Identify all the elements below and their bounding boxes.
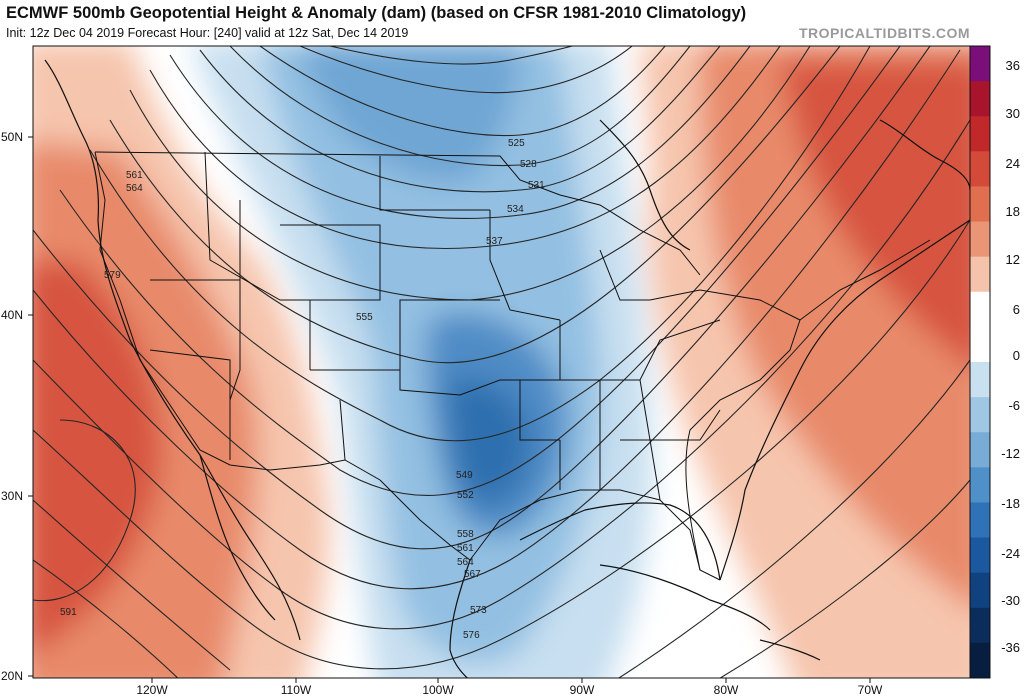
lat-label: 20N	[1, 669, 23, 683]
contour-label: 591	[60, 607, 77, 618]
contour-label: 576	[463, 630, 480, 641]
map-title: ECMWF 500mb Geopotential Height & Anomal…	[6, 4, 747, 22]
political-borders	[94, 151, 931, 581]
lat-label: 30N	[1, 489, 23, 503]
colorbar-label: 0	[1013, 348, 1020, 363]
colorbar-swatch	[970, 256, 990, 293]
colorbar-swatch	[970, 186, 990, 223]
contour-label: 561	[126, 170, 143, 181]
lon-label: 110W	[281, 683, 312, 696]
colorbar-label: 36	[1006, 58, 1020, 73]
colorbar-label: 12	[1006, 252, 1020, 267]
contour-label: 561	[457, 543, 474, 554]
colorbar-swatch	[970, 221, 990, 258]
colorbar-swatch	[970, 397, 990, 433]
colorbar-label: -12	[1001, 446, 1020, 461]
colorbar-label: 6	[1013, 302, 1020, 317]
contour-label: 564	[126, 183, 143, 194]
colorbar-label: -18	[1001, 496, 1020, 511]
contour-label: 537	[486, 236, 503, 247]
colorbar-label: 18	[1006, 204, 1020, 219]
colorbar-label: -36	[1001, 640, 1020, 655]
colorbar-swatch	[970, 537, 990, 574]
contour-label: 573	[470, 605, 487, 616]
colorbar: 36 30 24 18 12 6 0 -6 -12 -18 -24 -30 -36	[969, 45, 1020, 679]
colorbar-swatch	[970, 502, 990, 539]
lon-label: 100W	[422, 683, 454, 696]
contour-label: 558	[457, 529, 474, 540]
contour-label: 555	[356, 312, 373, 323]
contour-label: 531	[528, 180, 545, 191]
colorbar-swatch	[970, 467, 990, 503]
contour-label: 528	[520, 159, 537, 170]
lon-label: 70W	[858, 683, 883, 696]
colorbar-swatch	[970, 432, 990, 468]
contour-label: 549	[456, 470, 473, 481]
map-subtitle: Init: 12z Dec 04 2019 Forecast Hour: [24…	[6, 26, 409, 40]
contour-label: 579	[104, 270, 121, 281]
colorbar-label: 30	[1006, 106, 1020, 121]
contour-label: 567	[464, 569, 481, 580]
colorbar-label: -30	[1001, 593, 1020, 608]
colorbar-swatch	[970, 362, 990, 398]
contour-label: 552	[457, 490, 474, 501]
contour-label: 534	[507, 204, 524, 215]
longitude-axis: 120W 110W 100W 90W 80W 70W	[136, 678, 883, 696]
colorbar-label: 24	[1006, 156, 1020, 171]
lon-label: 120W	[136, 683, 168, 696]
lon-label: 80W	[714, 683, 739, 696]
coastlines	[44, 59, 970, 678]
latitude-axis: 50N 40N 30N 20N	[1, 130, 33, 683]
contour-label: 564	[457, 557, 474, 568]
watermark: TROPICALTIDBITS.COM	[798, 25, 970, 41]
colorbar-swatch	[970, 116, 990, 152]
colorbar-swatch	[970, 291, 990, 328]
lat-label: 40N	[1, 308, 23, 322]
colorbar-swatch	[970, 46, 990, 82]
anomaly-shading	[33, 46, 970, 678]
colorbar-swatch	[970, 81, 990, 117]
colorbar-label: -24	[1001, 546, 1020, 561]
height-contours	[33, 46, 970, 678]
lon-label: 90W	[570, 683, 595, 696]
colorbar-swatch	[970, 326, 990, 363]
colorbar-swatch	[970, 607, 990, 644]
contour-labels: 525 528 531 534 537 555 549 552 558 561 …	[60, 138, 545, 641]
contour-label: 525	[508, 138, 525, 149]
lat-label: 50N	[1, 130, 23, 144]
colorbar-swatch	[970, 572, 990, 609]
colorbar-frame	[969, 45, 991, 679]
colorbar-swatch	[970, 151, 990, 187]
colorbar-swatch	[970, 642, 990, 679]
colorbar-label: -6	[1008, 398, 1020, 413]
